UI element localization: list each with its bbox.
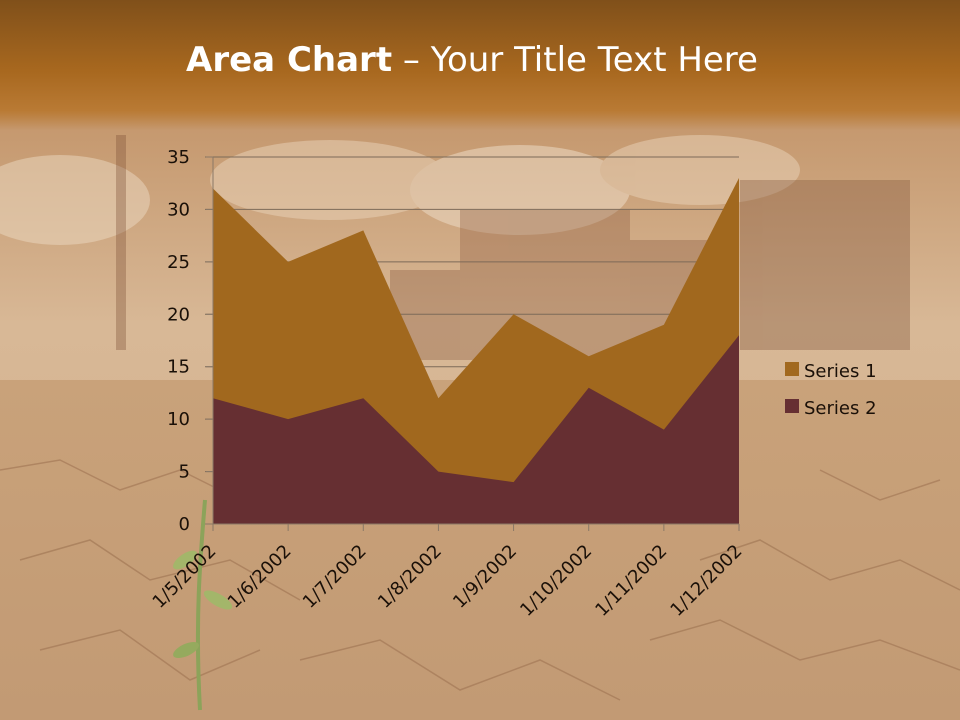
x-tick-label: 1/9/2002 [449,541,521,613]
y-tick-label: 0 [179,514,190,535]
sprout-plant [173,499,233,711]
y-tick-label: 15 [167,357,190,378]
title-bar [0,0,960,130]
area-series [213,178,739,524]
y-tick-label: 5 [179,462,190,483]
x-tick-label: 1/7/2002 [299,541,371,613]
area-series-2 [213,335,739,524]
slide-title: Area Chart – Your Title Text Here [0,40,944,80]
slide-title-rest: – Your Title Text Here [392,40,758,80]
x-tick-label: 1/5/2002 [149,541,221,613]
y-tick-label: 35 [167,147,190,168]
x-tick-label: 1/6/2002 [224,541,296,613]
legend-swatch-series-2 [785,399,799,413]
x-tick-label: 1/8/2002 [374,541,446,613]
cracked-ground-lines [0,459,960,701]
legend: Series 1 Series 2 [785,361,877,419]
x-tick-label: 1/10/2002 [516,541,596,621]
x-tick-label: 1/12/2002 [666,541,746,621]
legend-label-series-2: Series 2 [804,398,877,419]
legend-label-series-1: Series 1 [804,361,877,382]
y-tick-label: 30 [167,199,190,220]
y-tick-label: 10 [167,409,190,430]
building-silhouettes [116,135,910,360]
slide-title-bold: Area Chart [186,40,393,80]
y-tick-label: 20 [167,304,190,325]
cloud-shapes [0,135,800,245]
y-tick-label: 25 [167,252,190,273]
x-tick-label: 1/11/2002 [591,541,671,621]
legend-swatch-series-1 [785,362,799,376]
